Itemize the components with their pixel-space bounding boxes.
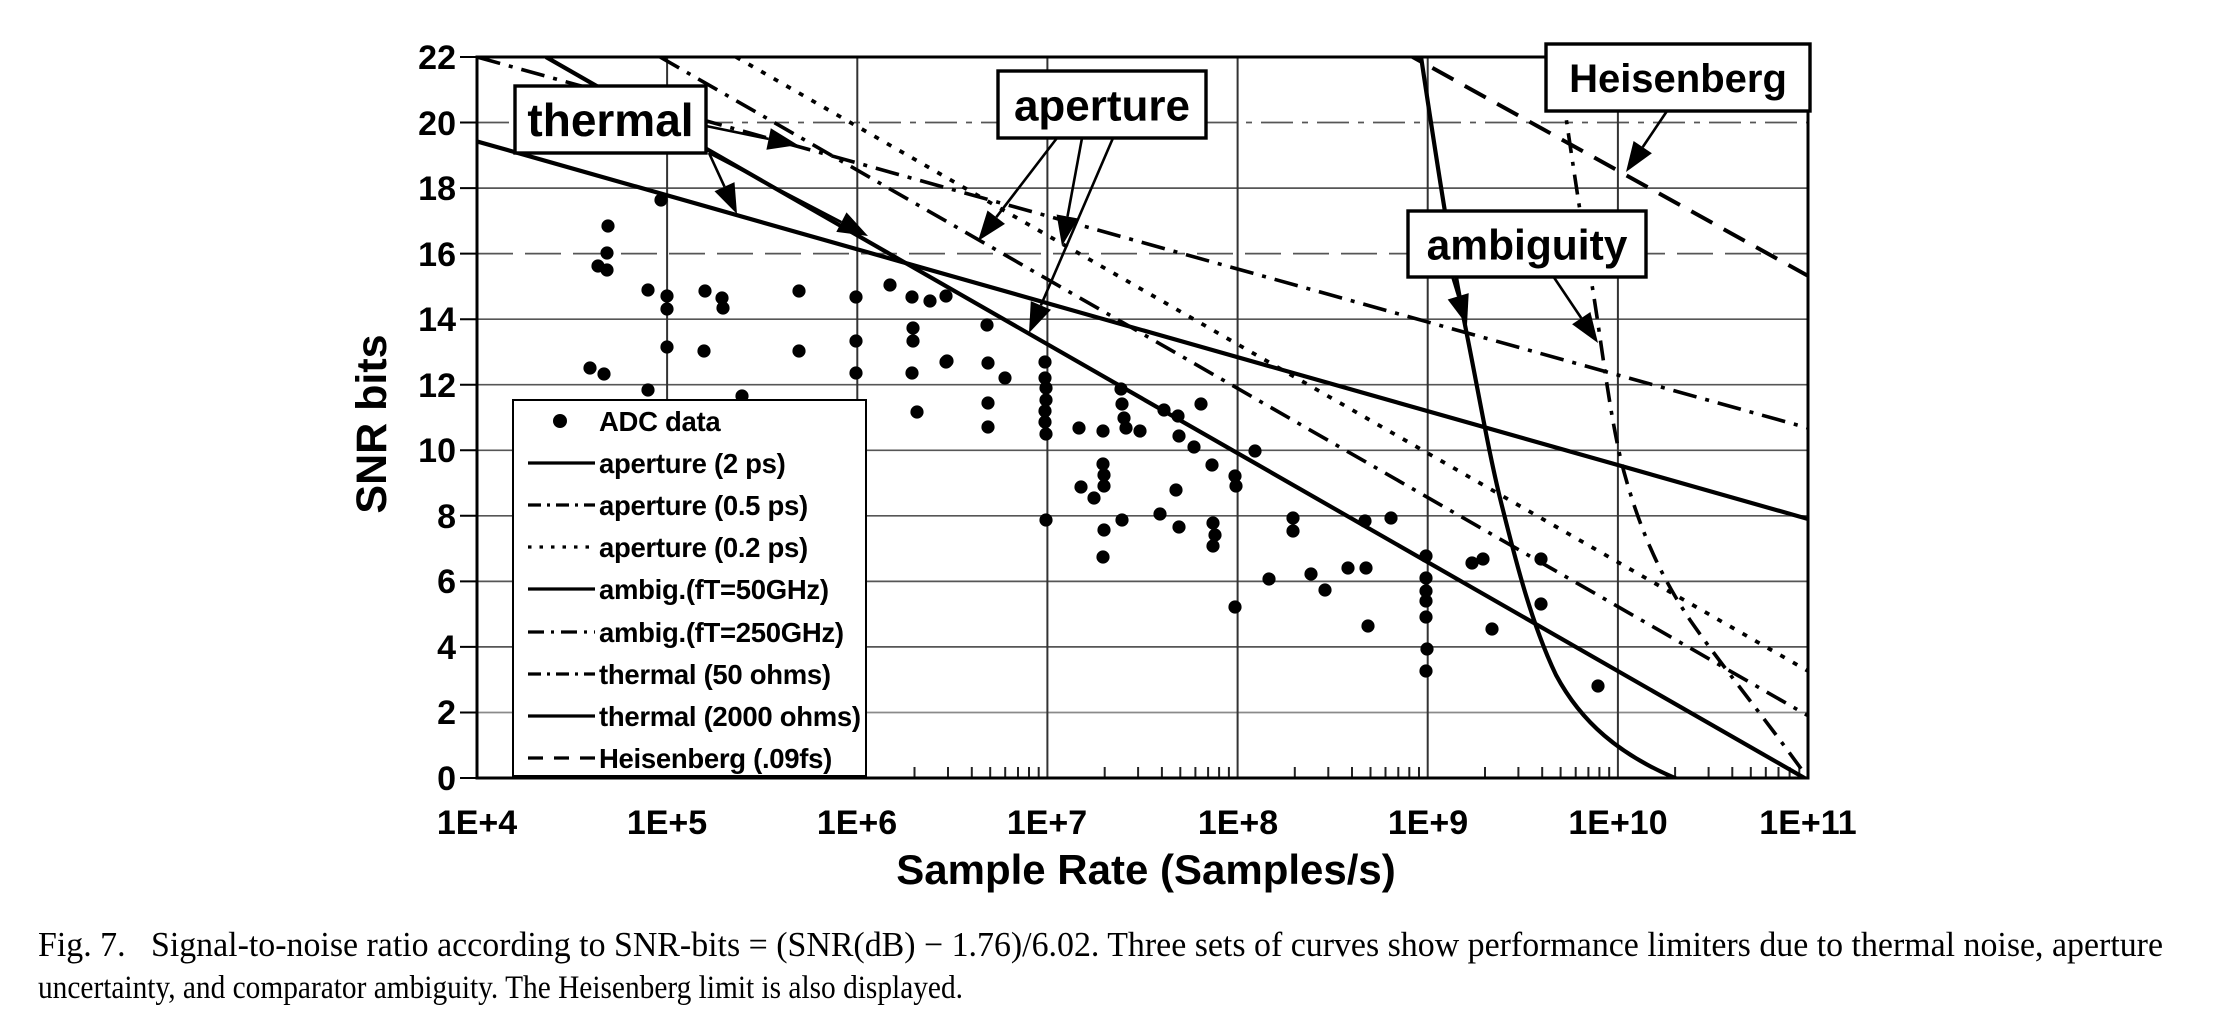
svg-text:12: 12 [418, 367, 456, 405]
svg-text:thermal: thermal [527, 94, 693, 146]
svg-text:aperture (2 ps): aperture (2 ps) [599, 448, 786, 479]
svg-text:ambig.(fT=250GHz): ambig.(fT=250GHz) [599, 617, 844, 648]
svg-text:6: 6 [437, 563, 456, 601]
svg-text:1E+4: 1E+4 [437, 804, 517, 842]
svg-text:thermal (2000 ohms): thermal (2000 ohms) [599, 701, 861, 732]
svg-text:10: 10 [418, 432, 456, 470]
svg-text:1E+8: 1E+8 [1198, 804, 1278, 842]
svg-text:22: 22 [418, 39, 456, 77]
svg-text:SNR bits: SNR bits [348, 334, 396, 513]
svg-text:ADC data: ADC data [599, 406, 721, 437]
svg-text:Heisenberg: Heisenberg [1569, 57, 1787, 101]
svg-text:1E+10: 1E+10 [1568, 804, 1667, 842]
svg-text:18: 18 [418, 170, 456, 208]
svg-text:1E+6: 1E+6 [817, 804, 897, 842]
svg-text:2: 2 [437, 694, 456, 732]
svg-text:4: 4 [437, 629, 456, 667]
svg-text:Fig. 7. Signal-to-noise rati: Fig. 7. Signal-to-noise ratio according … [38, 925, 2163, 964]
svg-text:0: 0 [437, 760, 456, 798]
svg-text:ambig.(fT=50GHz): ambig.(fT=50GHz) [599, 574, 829, 605]
svg-text:16: 16 [418, 236, 456, 274]
svg-text:Heisenberg (.09fs): Heisenberg (.09fs) [599, 743, 832, 774]
svg-text:8: 8 [437, 498, 456, 536]
svg-text:20: 20 [418, 105, 456, 143]
svg-text:14: 14 [418, 301, 456, 339]
svg-text:aperture (0.2 ps): aperture (0.2 ps) [599, 532, 808, 563]
svg-text:ambiguity: ambiguity [1427, 222, 1628, 269]
svg-text:thermal (50 ohms): thermal (50 ohms) [599, 659, 831, 690]
svg-text:1E+11: 1E+11 [1759, 804, 1856, 842]
svg-text:aperture (0.5 ps): aperture (0.5 ps) [599, 490, 808, 521]
svg-text:uncertainty, and comparator am: uncertainty, and comparator ambiguity. T… [38, 970, 963, 1006]
svg-text:aperture: aperture [1014, 81, 1190, 130]
svg-text:Sample Rate (Samples/s): Sample Rate (Samples/s) [896, 846, 1396, 893]
svg-text:1E+5: 1E+5 [627, 804, 707, 842]
svg-text:1E+7: 1E+7 [1007, 804, 1087, 842]
svg-text:1E+9: 1E+9 [1388, 804, 1468, 842]
